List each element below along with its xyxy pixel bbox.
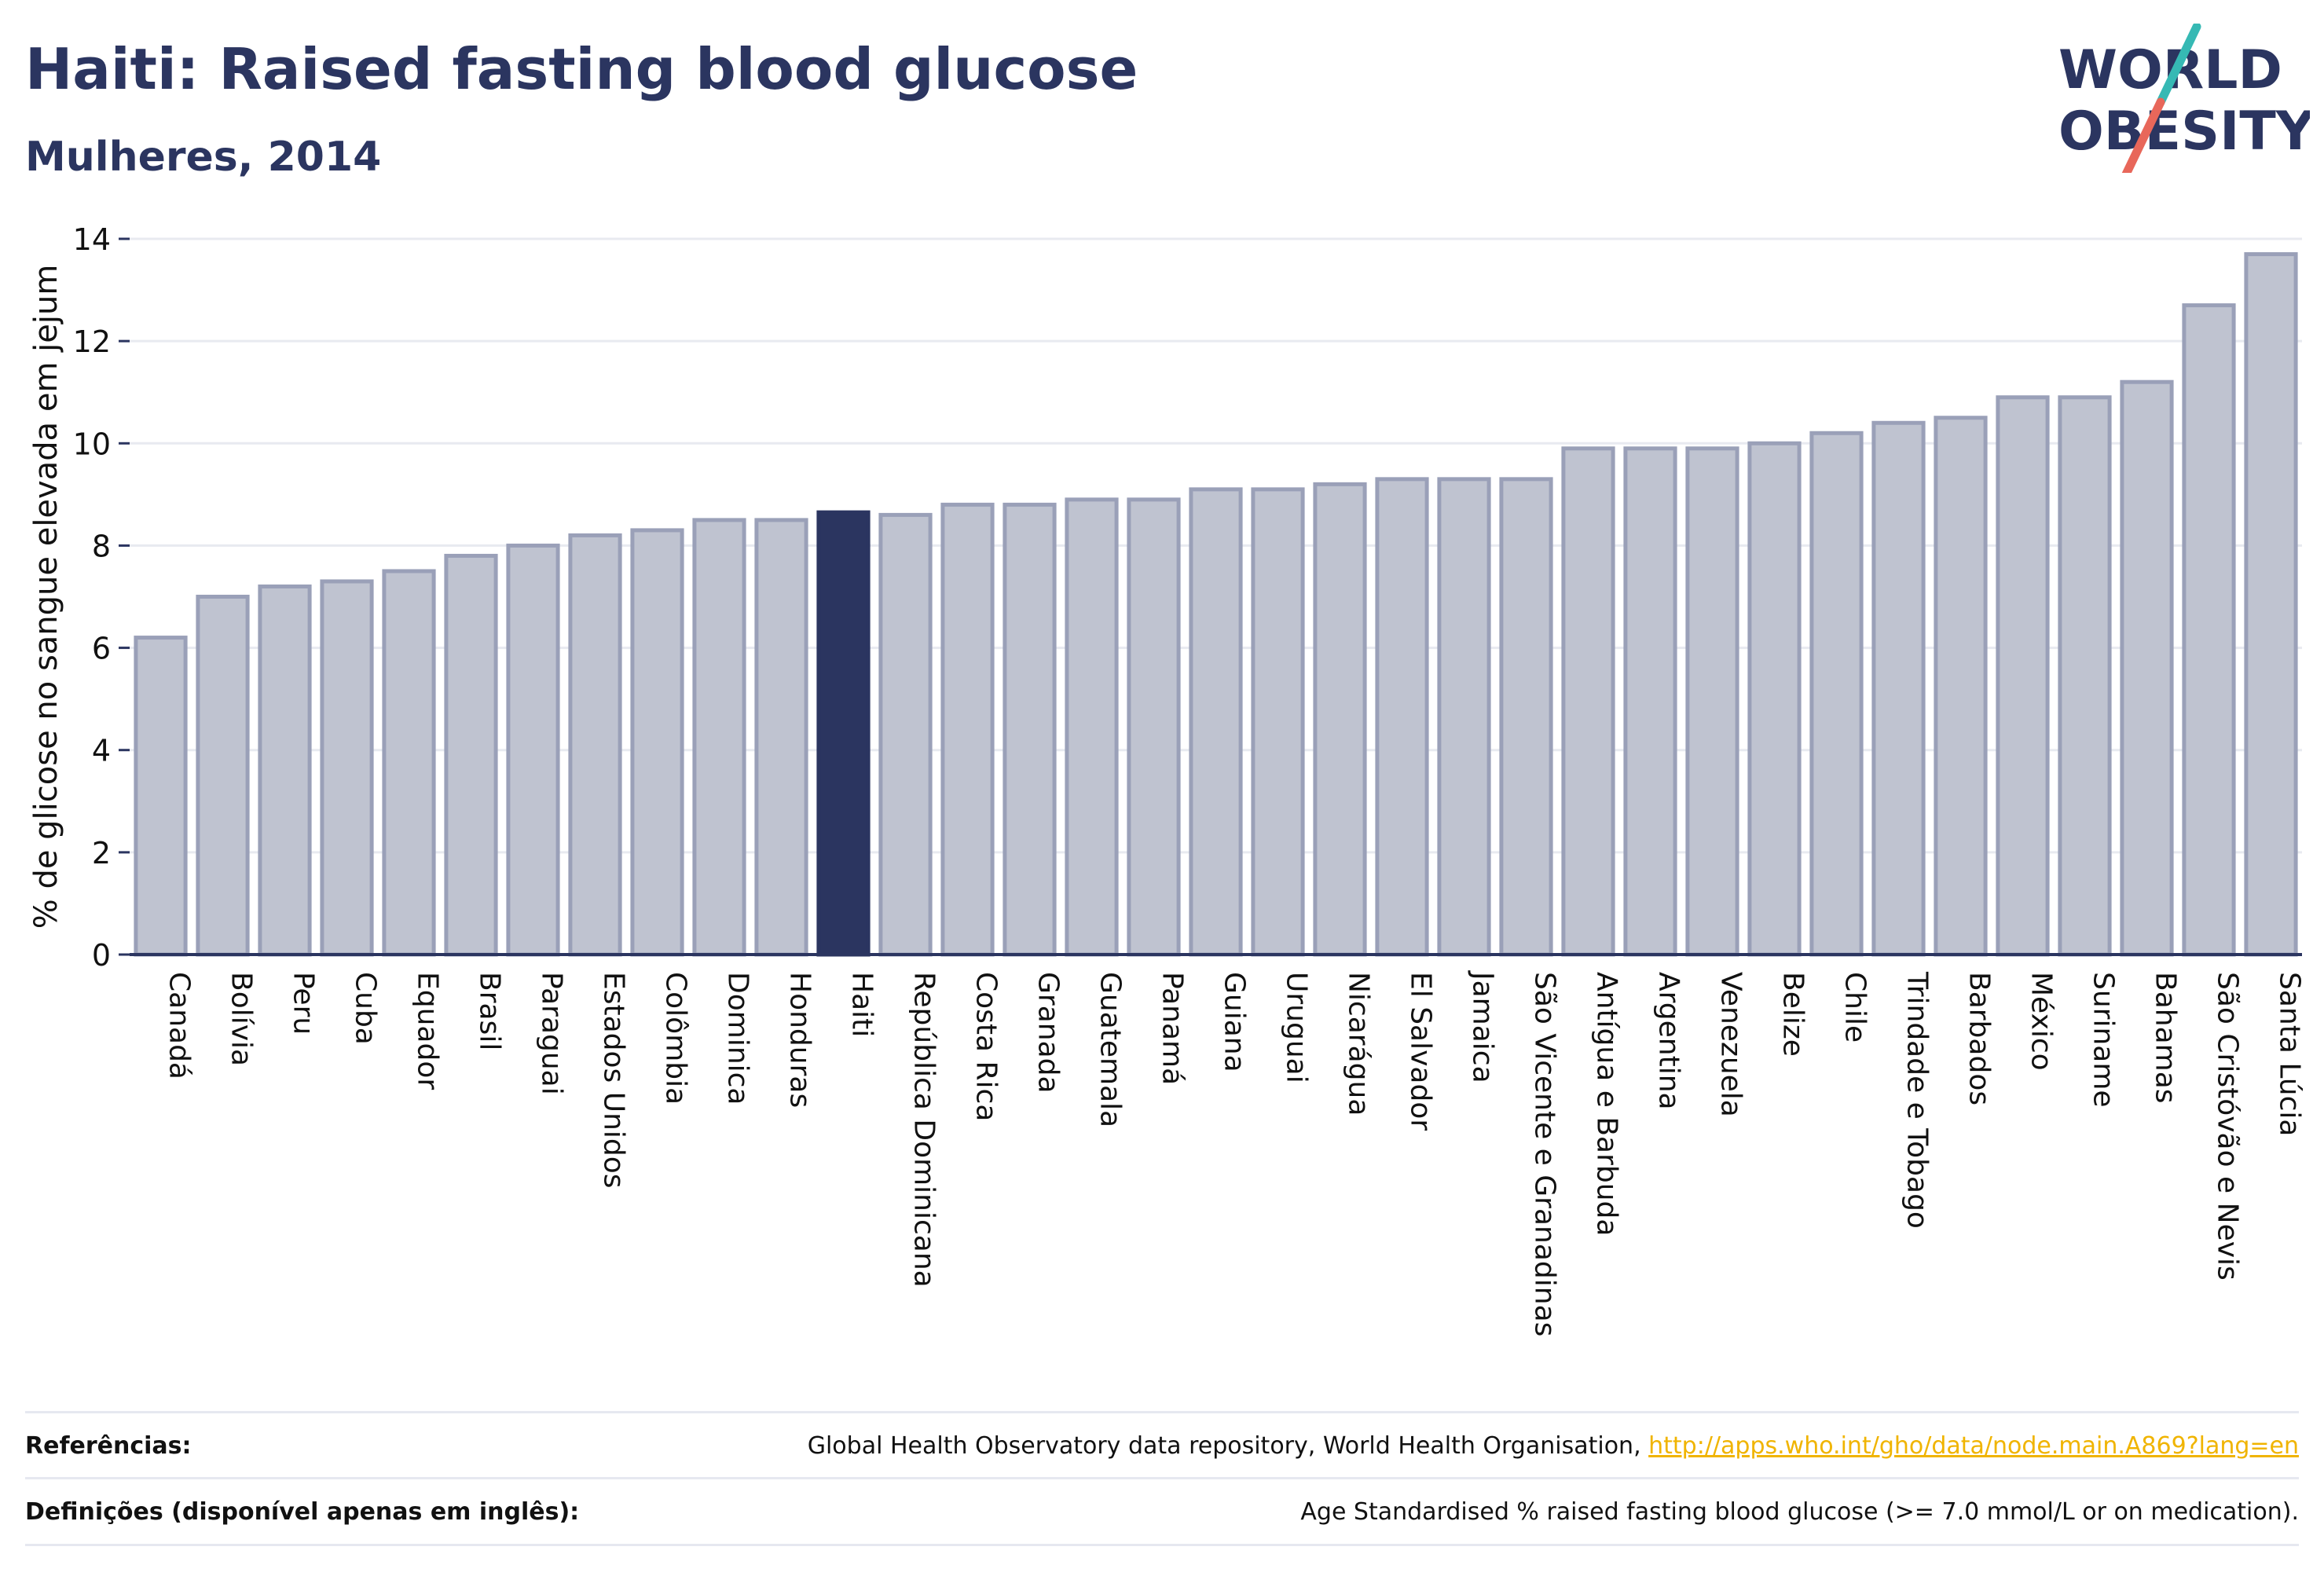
x-tick-label: Granada — [1032, 972, 1065, 1094]
x-tick-label: Honduras — [784, 972, 816, 1108]
bar-jamaica[interactable] — [1437, 477, 1491, 957]
bar-cuba[interactable] — [320, 579, 374, 957]
logo-slash-teal — [2156, 24, 2201, 107]
world-obesity-logo: WORLD OBESITY — [2058, 24, 2310, 173]
x-tick-label: São Cristóvão e Nevis — [2212, 972, 2244, 1281]
bar-barbados[interactable] — [1934, 416, 1988, 957]
x-tick-label: Santa Lúcia — [2274, 972, 2306, 1136]
bar-bahamas[interactable] — [2120, 379, 2174, 957]
bar-haiti[interactable] — [816, 510, 871, 957]
bar-el-salvador[interactable] — [1375, 477, 1429, 957]
bar-dominica[interactable] — [692, 518, 746, 957]
x-tick-label: Trindade e Tobago — [1901, 971, 1934, 1229]
bar-peru[interactable] — [258, 584, 312, 957]
x-tick-label: Cuba — [350, 972, 382, 1045]
bar-bolivia[interactable] — [196, 595, 250, 957]
x-tick-label: El Salvador — [1405, 972, 1437, 1131]
bar-brasil[interactable] — [444, 553, 498, 957]
logo-slash-coral — [2121, 97, 2165, 173]
bar-estados-unidos[interactable] — [568, 533, 622, 957]
references-text: Global Health Observatory data repositor… — [807, 1431, 1649, 1460]
bar-equador[interactable] — [382, 569, 436, 957]
x-tick-label: Uruguai — [1281, 972, 1313, 1083]
x-tick-label: São Vicente e Granadinas — [1529, 972, 1561, 1336]
x-tick-label: Antígua e Barbuda — [1591, 972, 1623, 1236]
bar-nicaragua[interactable] — [1313, 482, 1367, 957]
bar-chile[interactable] — [1809, 431, 1864, 957]
references-label: Referências: — [25, 1431, 192, 1460]
bar-trindade-e-tobago[interactable] — [1871, 420, 1926, 957]
y-tick-label: 14 — [73, 222, 111, 257]
x-tick-label: Estados Unidos — [598, 972, 630, 1189]
axes: 0 2 4 6 8 10 12 14 Canadá Bolívia Peru Cuba Equador B… — [73, 222, 2306, 1336]
x-tick-label: Barbados — [1963, 972, 1996, 1105]
bars — [134, 252, 2298, 957]
x-tick-label: Peru — [288, 972, 320, 1035]
bar-chart: 0 2 4 6 8 10 12 14 Canadá Bolívia Peru Cuba Equador B… — [28, 222, 2306, 1336]
bar-venezuela[interactable] — [1685, 446, 1739, 957]
x-tick-label: Bahamas — [2150, 972, 2182, 1104]
x-tick-label: Haiti — [846, 972, 878, 1037]
bar-honduras[interactable] — [754, 518, 808, 957]
x-tick-label: Nicarágua — [1343, 972, 1375, 1116]
x-tick-label: Argentina — [1653, 972, 1685, 1110]
x-tick-label: Panamá — [1157, 972, 1189, 1085]
bar-belize[interactable] — [1747, 441, 1802, 957]
x-tick-label: Belize — [1777, 972, 1809, 1057]
definitions-text: Age Standardised % raised fasting blood … — [1300, 1497, 2299, 1526]
bar-antigua-e-barbuda[interactable] — [1561, 446, 1615, 957]
definitions-row: Definições (disponível apenas em inglês)… — [25, 1477, 2299, 1546]
bar-panama[interactable] — [1127, 497, 1181, 957]
y-tick-label: 0 — [92, 938, 111, 973]
x-tick-label: Canadá — [163, 972, 196, 1079]
x-tick-label: Guiana — [1219, 972, 1251, 1072]
x-tick-label: Chile — [1839, 972, 1871, 1043]
references-value: Global Health Observatory data repositor… — [808, 1432, 2299, 1460]
references-link[interactable]: http://apps.who.int/gho/data/node.main.A… — [1648, 1431, 2299, 1460]
bar-santa-lucia[interactable] — [2244, 252, 2298, 957]
x-tick-label: Equador — [412, 972, 444, 1090]
x-tick-label: Suriname — [2088, 972, 2120, 1108]
bar-sao-vicente-e-granadinas[interactable] — [1499, 477, 1553, 957]
x-tick-label: México — [2025, 972, 2058, 1071]
x-tick-label: Colômbia — [660, 972, 692, 1105]
bar-republica-dominicana[interactable] — [878, 512, 933, 957]
y-tick-label: 12 — [73, 324, 111, 359]
bar-suriname[interactable] — [2058, 395, 2112, 957]
bar-colombia[interactable] — [630, 528, 684, 957]
x-tick-label: Bolívia — [225, 972, 258, 1066]
x-tick-label: Paraguai — [536, 972, 568, 1095]
x-tick-label: Brasil — [474, 972, 506, 1050]
bar-canada[interactable] — [134, 636, 188, 957]
y-axis-label: % de glicose no sangue elevada em jejum — [28, 265, 64, 929]
bar-paraguai[interactable] — [506, 543, 560, 957]
x-tick-label: Costa Rica — [970, 972, 1003, 1121]
bar-mexico[interactable] — [1996, 395, 2050, 957]
chart-subtitle: Mulheres, 2014 — [25, 134, 382, 181]
y-tick-label: 4 — [92, 734, 111, 768]
bar-granada[interactable] — [1003, 502, 1057, 957]
chart-title: Haiti: Raised fasting blood glucose — [25, 36, 1138, 102]
bar-guatemala[interactable] — [1065, 497, 1119, 957]
references-row: Referências: Global Health Observatory d… — [25, 1411, 2299, 1478]
logo-line2: OBESITY — [2058, 101, 2310, 163]
definitions-label: Definições (disponível apenas em inglês)… — [25, 1497, 580, 1526]
bar-guiana[interactable] — [1189, 487, 1243, 957]
x-tick-label: República Dominicana — [908, 972, 940, 1288]
bar-costa-rica[interactable] — [940, 502, 995, 957]
y-tick-label: 2 — [92, 836, 111, 870]
y-tick-label: 6 — [92, 632, 111, 666]
bar-uruguai[interactable] — [1251, 487, 1305, 957]
bar-sao-cristovao-e-nevis[interactable] — [2182, 303, 2236, 957]
x-tick-label: Guatemala — [1094, 972, 1127, 1127]
x-tick-label: Jamaica — [1467, 970, 1499, 1083]
x-tick-label: Dominica — [722, 972, 754, 1105]
y-tick-label: 10 — [73, 427, 111, 461]
bar-argentina[interactable] — [1623, 446, 1677, 957]
x-tick-label: Venezuela — [1715, 972, 1747, 1117]
y-tick-label: 8 — [92, 529, 111, 563]
